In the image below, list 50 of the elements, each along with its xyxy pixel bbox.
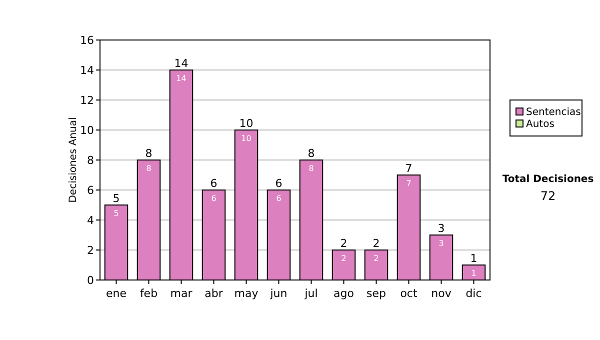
y-tick-label: 14 [80,64,94,77]
total-label: 7 [405,162,412,175]
x-tick-label: jun [269,287,288,300]
total-label: 2 [340,237,348,250]
total-label: 1 [470,252,478,265]
data-label: 2 [374,254,379,263]
x-tick-label: abr [204,287,224,300]
x-tick-label: ene [106,287,127,300]
x-tick-label: jul [304,287,318,300]
data-label: 1 [471,269,476,278]
x-tick-label: dic [466,287,482,300]
x-tick-label: nov [431,287,452,300]
data-label: 7 [406,179,412,188]
text: Total Decisiones [502,174,594,185]
data-label: 6 [211,194,216,203]
x-tick-label: mar [170,287,193,300]
total-label: 5 [112,192,120,205]
legend-label: Autos [526,119,554,130]
y-tick-label: 8 [87,154,94,167]
y-tick-label: 12 [80,94,94,107]
x-tick-label: ago [334,287,354,300]
total-label: 2 [372,237,380,250]
total-label: 14 [174,57,188,70]
y-axis-title: Decisiones Anual [68,117,79,203]
y-tick-label: 2 [87,244,94,257]
total-label: 8 [145,147,152,160]
y-tick-label: 0 [87,274,94,287]
x-tick-label: sep [366,287,386,300]
x-tick-label: may [234,287,259,300]
x-tick-label: oct [400,287,418,300]
y-tick-label: 6 [87,184,94,197]
total-label: 6 [210,177,218,190]
total-label: 10 [239,117,254,130]
data-label: 3 [438,239,444,248]
legend-label: Sentencias [526,107,581,118]
data-label: 5 [114,209,119,218]
total-label: 3 [438,222,445,235]
data-label: 8 [308,164,314,173]
data-label: 6 [276,194,282,203]
y-tick-label: 10 [80,124,94,137]
total-label: 8 [308,147,315,160]
total-label: 6 [275,177,282,190]
data-label: 10 [241,134,252,143]
y-tick-label: 16 [80,34,94,47]
data-label: 8 [146,164,152,173]
data-label: 14 [176,74,186,83]
text: 72 [540,189,556,203]
data-label: 2 [341,254,346,263]
y-tick-label: 4 [87,214,94,227]
x-tick-label: feb [140,287,158,300]
